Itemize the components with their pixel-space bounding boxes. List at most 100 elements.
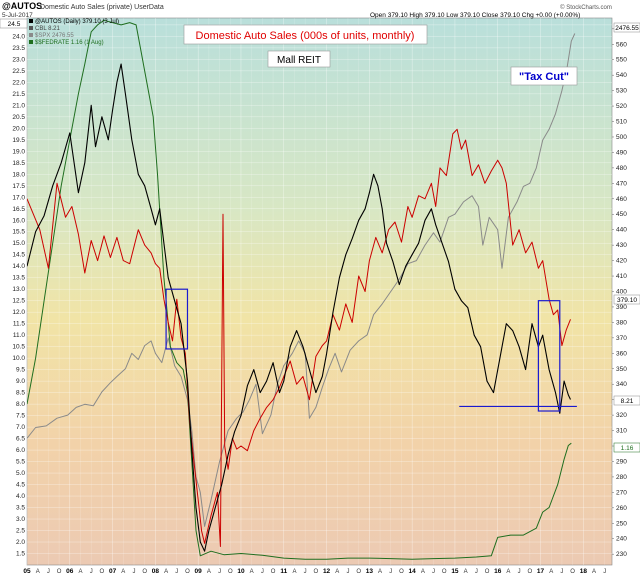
right-tick-label: 270 — [616, 489, 627, 496]
title-box — [183, 24, 428, 45]
left-tick-label: 17.5 — [12, 183, 25, 190]
left-top-tag-text: 24.5 — [8, 21, 21, 28]
left-tick-label: 10.0 — [12, 355, 25, 362]
month-label: O — [100, 569, 105, 575]
right-tick-label: 430 — [616, 242, 627, 249]
left-top-tag — [0, 18, 28, 29]
left-tick-label: 3.5 — [16, 505, 25, 512]
month-label: O — [228, 569, 233, 575]
legend-swatch — [29, 26, 33, 30]
right-tick-label: 360 — [616, 350, 627, 357]
left-tick-label: 11.0 — [13, 332, 26, 339]
month-label: O — [527, 569, 532, 575]
left-tick-label: 7.5 — [16, 413, 25, 420]
highlight-box-2 — [537, 300, 561, 412]
right-tick-label: 510 — [616, 119, 627, 126]
series-line-cbl — [27, 63, 571, 552]
plot-area — [26, 17, 613, 566]
spx-tag-text: 2476.55 — [615, 25, 639, 32]
header-date: 5-Jul-2017 — [2, 12, 33, 19]
right-tick-label: 240 — [616, 536, 627, 543]
left-tick-label: 18.0 — [12, 171, 25, 178]
right-tick-label: 440 — [616, 227, 627, 234]
overlay-layer — [165, 288, 577, 412]
month-label: A — [464, 569, 468, 575]
month-label: A — [378, 569, 382, 575]
year-label: 16 — [494, 568, 502, 575]
right-tick-label: 260 — [616, 505, 627, 512]
right-tick-label: 410 — [616, 273, 627, 280]
right-tick-label: 320 — [616, 412, 627, 419]
left-tick-label: 9.5 — [16, 367, 25, 374]
month-label: A — [207, 569, 211, 575]
cbl-tag — [613, 395, 640, 406]
legend-item-fedrate: $$FEDRATE 1.16 (1 Aug) — [35, 40, 104, 46]
year-label: 10 — [237, 568, 245, 575]
month-label: J — [175, 569, 178, 575]
right-tick-label: 390 — [616, 304, 627, 311]
left-tick-label: 12.0 — [12, 309, 25, 316]
right-tick-label: 550 — [616, 57, 627, 64]
left-tick-label: 14.0 — [12, 263, 25, 270]
month-label: J — [603, 569, 606, 575]
series-line-fedrate — [27, 19, 572, 560]
cbl-tag-text: 8.21 — [621, 398, 634, 405]
left-tick-label: 1.5 — [16, 551, 25, 558]
right-tick-label: 540 — [616, 72, 627, 79]
year-label: 17 — [537, 568, 545, 575]
left-tick-label: 6.5 — [16, 436, 25, 443]
month-label: O — [57, 569, 62, 575]
year-label: 14 — [409, 568, 417, 575]
right-tick-label: 290 — [616, 458, 627, 465]
right-tick-label: 250 — [616, 520, 627, 527]
tax-cut-box — [510, 66, 578, 86]
autos-tag-text: 379.10 — [617, 297, 637, 304]
fed-tag — [613, 442, 640, 453]
legend-swatch — [29, 19, 33, 23]
month-label: J — [560, 569, 563, 575]
header-ohlc: Open 379.10 High 379.10 Low 379.10 Close… — [370, 12, 580, 19]
year-label: 07 — [109, 568, 117, 575]
month-label: O — [142, 569, 147, 575]
month-label: J — [47, 569, 50, 575]
legend: @AUTOS (Daily) 379.10 (3 Jul) CBL 8.21 $… — [29, 19, 119, 46]
left-tick-label: 21.5 — [12, 91, 25, 98]
left-tick-label: 15.0 — [12, 240, 25, 247]
month-label: A — [592, 569, 596, 575]
month-label: A — [164, 569, 168, 575]
month-label: J — [132, 569, 135, 575]
month-label: A — [36, 569, 40, 575]
left-axis: 1.5 2.0 2.5 3.0 3.5 4.0 4.5 5.0 5.5 6.0 6.5 7.0 7.5 8… — [12, 22, 25, 558]
left-tick-label: 11.5 — [13, 321, 26, 328]
month-label: A — [121, 569, 125, 575]
year-label: 09 — [195, 568, 203, 575]
left-tick-label: 21.0 — [12, 102, 25, 109]
x-axis: 05 A J O 06 A J O 07 A J O 08 A J O 09 A J O 10 A J O 11 A J O 12 A J O… — [23, 568, 606, 575]
legend-item-autos: @AUTOS (Daily) 379.10 (3 Jul) — [35, 19, 119, 25]
month-label: A — [78, 569, 82, 575]
month-label: J — [432, 569, 435, 575]
legend-item-spx: $SPX 2476.55 — [35, 33, 74, 39]
header-symbol: @AUTOS — [2, 1, 42, 11]
right-tick-label: 490 — [616, 149, 627, 156]
left-tick-label: 2.5 — [16, 528, 25, 535]
right-tick-label: 380 — [616, 319, 627, 326]
month-label: O — [271, 569, 276, 575]
right-tick-label: 340 — [616, 381, 627, 388]
month-label: J — [475, 569, 478, 575]
header-description: Domestic Auto Sales (private) UserData — [40, 4, 164, 11]
left-tick-label: 2.0 — [16, 539, 25, 546]
right-tick-label: 460 — [616, 196, 627, 203]
month-label: A — [421, 569, 425, 575]
left-tick-label: 18.5 — [12, 160, 25, 167]
left-tick-label: 3.0 — [16, 516, 25, 523]
series-layer — [27, 19, 576, 560]
legend-item-cbl: CBL 8.21 — [35, 26, 60, 32]
month-label: O — [356, 569, 361, 575]
right-tick-label: 280 — [616, 474, 627, 481]
price-tags: 24.5 2476.55 379.10 8.21 1.16 — [0, 18, 640, 453]
left-tick-label: 12.5 — [12, 298, 25, 305]
left-tick-label: 19.0 — [12, 148, 25, 155]
highlight-box-1 — [165, 288, 189, 350]
